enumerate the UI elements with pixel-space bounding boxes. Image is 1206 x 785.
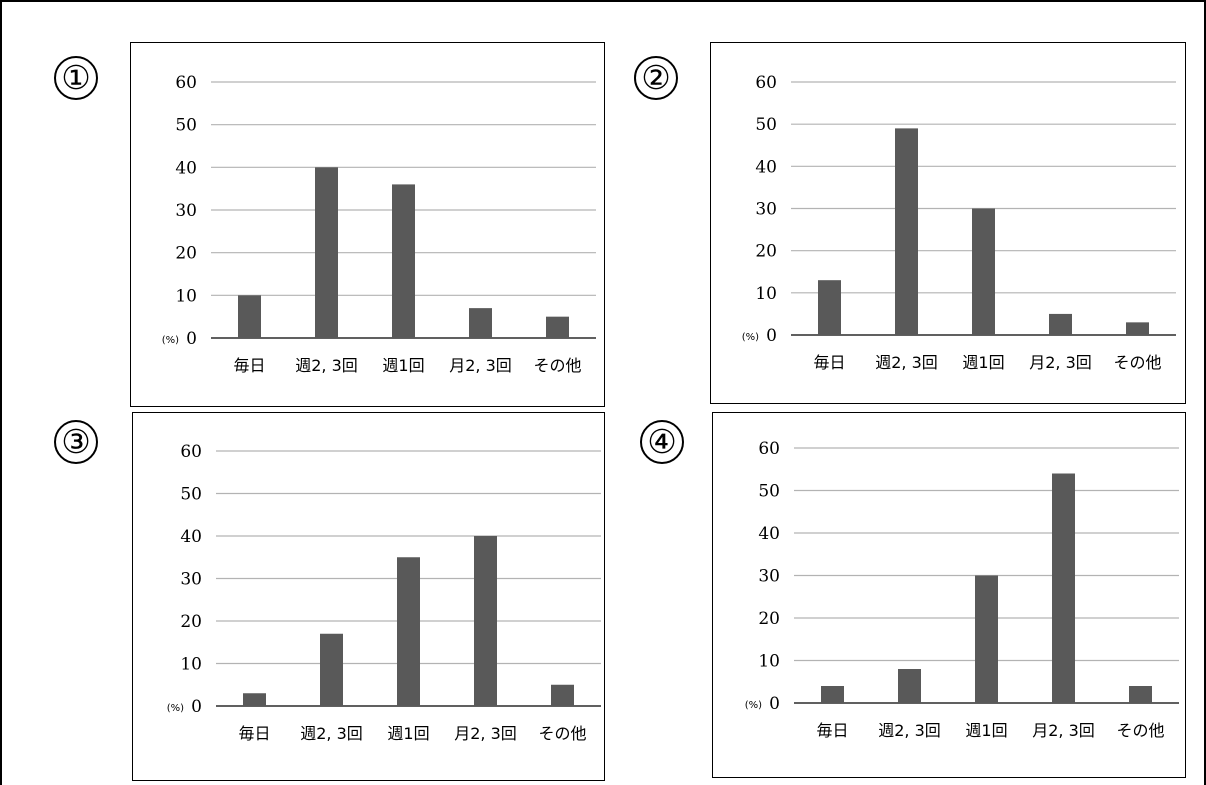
bar [1129,686,1152,703]
bar [546,316,569,338]
chart-panel-4: 0 10 20 30 40 50 60 (%) 毎日 週2, 3回 週1回 月2, 3回 その他 [712,412,1186,778]
y-tick-label: 0 [191,697,202,717]
bar-chart-2: 0 10 20 30 40 50 60 (%) 毎日 週2, 3回 週1回 月2, 3回 その他 [742,73,1176,372]
y-tick-label: 0 [769,694,780,714]
y-tick-label: 40 [180,527,202,547]
bar [1049,313,1072,335]
y-tick-label: 40 [175,158,197,178]
y-axis-unit-label: (%) [162,335,179,346]
bar [474,536,497,706]
y-tick-label: 10 [755,284,777,304]
bar [898,669,921,703]
x-tick-label: その他 [1113,353,1161,372]
x-tick-label: 週2, 3回 [875,353,938,372]
y-tick-label: 30 [755,200,777,220]
y-tick-label: 40 [755,157,777,177]
bar [238,295,261,338]
bar [243,693,266,706]
y-tick-label: 30 [175,201,197,221]
bar [392,184,415,338]
x-tick-label: その他 [533,356,581,375]
x-tick-label: 毎日 [813,353,845,372]
x-tick-label: 週1回 [387,724,429,743]
y-axis-unit-label: (%) [742,332,759,343]
y-tick-label: 40 [758,524,780,544]
x-tick-label: 毎日 [816,721,848,740]
bar [818,280,841,335]
bar-chart-1: 0 10 20 30 40 50 60 (%) 毎日 週2, 3回 週1回 月2, 3回 その他 [162,73,596,375]
x-tick-label: 月2, 3回 [1029,353,1092,372]
bar [320,633,343,706]
y-tick-label: 50 [180,485,202,505]
x-tick-label: その他 [1116,721,1164,740]
y-tick-label: 60 [755,73,777,93]
x-tick-label: その他 [538,724,586,743]
bar [821,686,844,703]
bar [469,308,492,338]
x-tick-label: 毎日 [233,356,265,375]
bar [1126,322,1149,335]
chart-marker-3: ③ [54,420,98,464]
chart-marker-1: ① [54,56,98,100]
bar [972,208,995,335]
y-tick-label: 20 [758,609,780,629]
x-tick-label: 月2, 3回 [449,356,512,375]
y-tick-label: 60 [758,439,780,459]
y-tick-label: 50 [758,482,780,502]
chart-marker-2: ② [634,56,678,100]
y-tick-label: 30 [758,567,780,587]
y-tick-label: 20 [175,244,197,264]
bar [397,557,420,706]
bar [551,684,574,706]
bar [895,128,918,335]
bar [1052,473,1075,703]
y-tick-label: 10 [758,652,780,672]
bar-chart-3: 0 10 20 30 40 50 60 (%) 毎日 週2, 3回 週1回 月2, 3回 その他 [167,442,601,743]
chart-panel-2: 0 10 20 30 40 50 60 (%) 毎日 週2, 3回 週1回 月2, 3回 その他 [710,42,1186,404]
y-tick-label: 0 [766,326,777,346]
y-tick-label: 60 [175,73,197,93]
y-tick-label: 10 [180,655,202,675]
y-tick-label: 10 [175,286,197,306]
y-axis-unit-label: (%) [167,703,184,714]
x-tick-label: 毎日 [238,724,270,743]
chart-panel-3: 0 10 20 30 40 50 60 (%) 毎日 週2, 3回 週1回 月2, 3回 その他 [132,412,605,781]
bar [315,167,338,338]
y-tick-label: 30 [180,570,202,590]
y-tick-label: 20 [180,612,202,632]
bar [975,575,998,703]
x-tick-label: 週1回 [382,356,424,375]
x-tick-label: 週2, 3回 [300,724,363,743]
chart-marker-4: ④ [640,420,684,464]
y-tick-label: 20 [755,242,777,262]
y-tick-label: 50 [175,116,197,136]
x-tick-label: 月2, 3回 [1032,721,1095,740]
y-tick-label: 0 [186,329,197,349]
y-tick-label: 50 [755,115,777,135]
x-tick-label: 週2, 3回 [295,356,358,375]
y-tick-label: 60 [180,442,202,462]
x-tick-label: 月2, 3回 [454,724,517,743]
bar-chart-4: 0 10 20 30 40 50 60 (%) 毎日 週2, 3回 週1回 月2, 3回 その他 [745,439,1179,740]
x-tick-label: 週1回 [962,353,1004,372]
x-tick-label: 週2, 3回 [878,721,941,740]
x-tick-label: 週1回 [965,721,1007,740]
y-axis-unit-label: (%) [745,700,762,711]
chart-panel-1: 0 10 20 30 40 50 60 (%) 毎日 週2, 3回 週1回 月2, 3回 その他 [130,42,605,407]
